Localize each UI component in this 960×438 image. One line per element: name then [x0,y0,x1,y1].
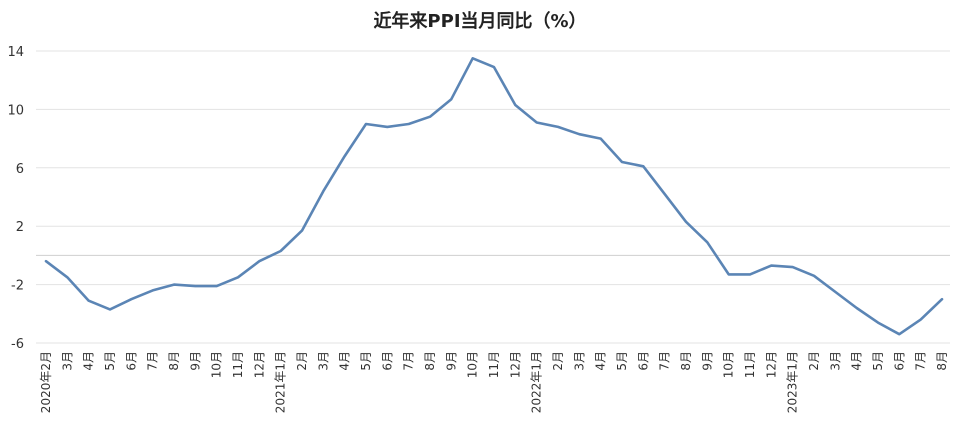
x-category-label: 11月 [487,351,501,378]
x-category-label: 8月 [423,351,437,371]
x-category-label: 2020年2月 [39,351,53,413]
x-category-label: 12月 [252,351,266,378]
x-category-label: 5月 [871,351,885,371]
x-category-label: 2月 [551,351,565,371]
x-category-label: 6月 [636,351,650,371]
x-category-label: 6月 [892,351,906,371]
x-category-label: 10月 [722,351,736,378]
x-category-label: 3月 [60,351,74,371]
x-category-label: 5月 [615,351,629,371]
x-category-label: 12月 [508,351,522,378]
x-axis-categories: 2020年2月 3月 4月 5月 6月 7月 8月 9月 10月 11月 12月 2021年1月 2月 3… [39,351,949,413]
x-category-label: 7月 [146,351,160,371]
x-category-label: 7月 [658,351,672,371]
y-tick-label: 6 [16,162,24,177]
y-tick-label: 10 [7,103,24,118]
x-category-label: 12月 [764,351,778,378]
x-category-label: 10月 [466,351,480,378]
x-category-label: 7月 [914,351,928,371]
x-category-label: 2022年1月 [530,351,544,413]
x-category-label: 3月 [316,351,330,371]
x-category-label: 5月 [103,351,117,371]
series-line [44,56,944,336]
x-category-label: 8月 [167,351,181,371]
x-category-label: 10月 [210,351,224,378]
x-category-label: 3月 [828,351,842,371]
x-category-label: 4月 [850,351,864,371]
x-category-label: 2月 [295,351,309,371]
x-category-label: 11月 [743,351,757,378]
x-category-label: 6月 [124,351,138,371]
y-tick-label: -6 [11,337,24,352]
y-axis-ticks: 14 10 6 2 -2 -6 [7,45,24,352]
x-category-label: 3月 [572,351,586,371]
x-category-label: 8月 [679,351,693,371]
x-category-label: 5月 [359,351,373,371]
x-category-label: 2021年1月 [274,351,288,413]
y-tick-label: 14 [7,45,24,60]
x-category-label: 8月 [935,351,949,371]
x-category-label: 9月 [444,351,458,371]
chart-title: 近年来PPI当月同比（%） [373,10,586,32]
x-category-label: 4月 [594,351,608,371]
x-category-label: 2023年1月 [786,351,800,413]
y-tick-label: 2 [16,220,24,235]
y-tick-label: -2 [11,279,24,294]
gridlines [36,50,950,344]
x-category-label: 4月 [338,351,352,371]
x-category-label: 9月 [700,351,714,371]
x-category-label: 4月 [82,351,96,371]
x-category-label: 6月 [380,351,394,371]
x-category-label: 2月 [807,351,821,371]
x-category-label: 7月 [402,351,416,371]
x-category-label: 11月 [231,351,245,378]
series-layer [44,56,944,336]
x-category-label: 9月 [188,351,202,371]
